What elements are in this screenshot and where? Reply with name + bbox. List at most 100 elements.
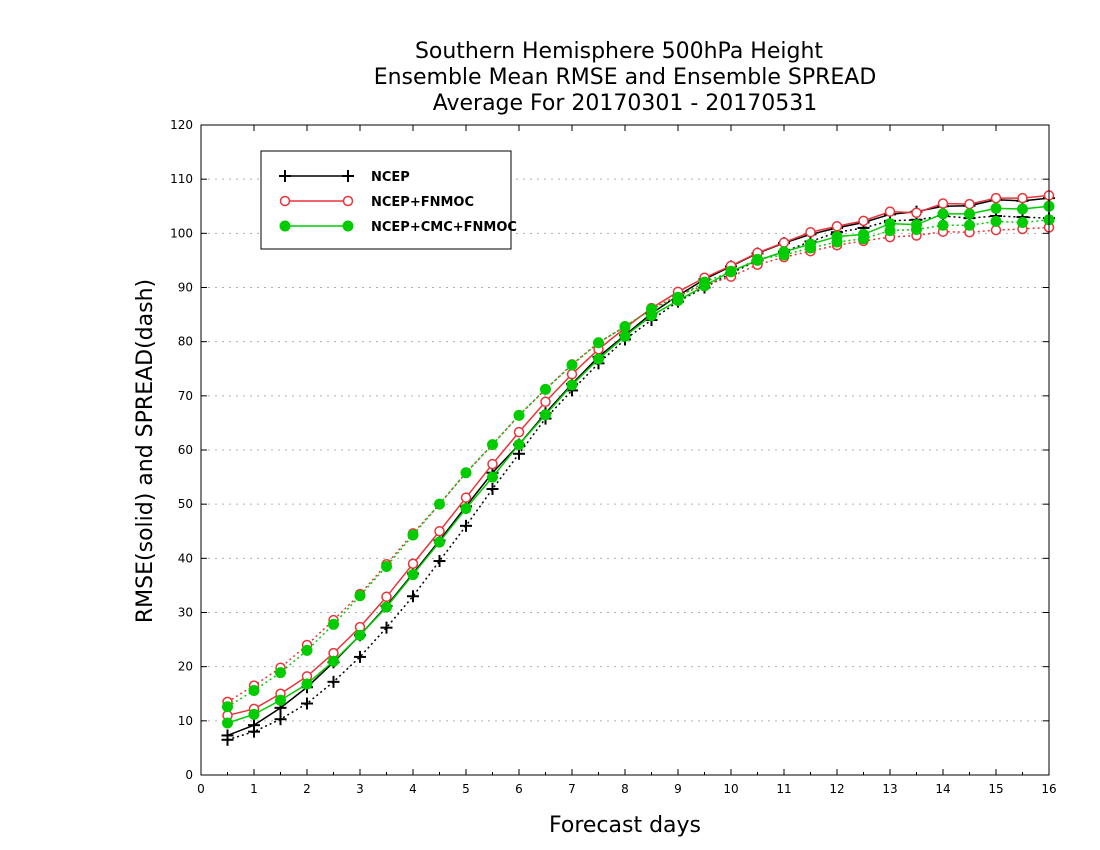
y-tick-label-3: 30 xyxy=(178,606,193,620)
y-tick-label-6: 60 xyxy=(178,443,193,457)
y-tick-label-5: 50 xyxy=(178,497,193,511)
spread-point-ncep-cmc-fnmoc-7 xyxy=(407,529,419,541)
rmse-point-ncep-fnmoc-23 xyxy=(831,221,843,232)
legend-box xyxy=(260,150,512,250)
spread-point-ncep-cmc-fnmoc-27 xyxy=(937,219,949,231)
spread-point-ncep-cmc-fnmoc-2 xyxy=(275,667,286,679)
legend-marker-right-ncep-cmc-fnmoc xyxy=(342,220,354,232)
rmse-point-ncep-fnmoc-24 xyxy=(858,215,869,227)
rmse-point-ncep-fnmoc-30 xyxy=(1017,192,1028,204)
rmse-point-ncep-fnmoc-22 xyxy=(805,227,816,238)
rmse-point-ncep-fnmoc-26 xyxy=(911,207,922,218)
x-tick-label-2: 2 xyxy=(303,782,311,796)
y-tick-label-9: 90 xyxy=(178,281,193,295)
rmse-point-ncep-cmc-fnmoc-28 xyxy=(964,208,975,220)
series-rmse-line-ncep-fnmoc xyxy=(227,194,1050,717)
spread-point-ncep-cmc-fnmoc-5 xyxy=(354,590,366,602)
rmse-point-ncep-cmc-fnmoc-27 xyxy=(937,208,949,220)
spread-point-ncep-cmc-fnmoc-12 xyxy=(540,383,551,395)
spread-point-ncep-cmc-fnmoc-29 xyxy=(990,215,1002,227)
series-spread-line-ncep-fnmoc xyxy=(227,226,1050,703)
rmse-point-ncep-cmc-fnmoc-6 xyxy=(381,601,392,613)
series-rmse-line-ncep xyxy=(227,197,1050,737)
spread-point-ncep-4 xyxy=(327,675,340,688)
rmse-point-ncep-cmc-fnmoc-14 xyxy=(593,353,604,365)
x-tick-label-14: 14 xyxy=(935,782,950,796)
legend: NCEP NCEP+FNMOC NCEP+CMC+FNMOC xyxy=(260,150,517,250)
x-tick-label-15: 15 xyxy=(988,782,1003,796)
rmse-point-ncep-fnmoc-21 xyxy=(778,237,790,248)
x-tick-label-9: 9 xyxy=(674,782,682,796)
y-tick-label-4: 40 xyxy=(178,551,193,565)
legend-marker-left-ncep-cmc-fnmoc xyxy=(279,220,291,232)
spread-point-ncep-cmc-fnmoc-10 xyxy=(487,439,498,451)
rmse-point-ncep-cmc-fnmoc-7 xyxy=(407,569,419,581)
rmse-point-ncep-cmc-fnmoc-13 xyxy=(566,379,578,391)
spread-point-ncep-2 xyxy=(274,713,287,726)
legend-marker-right-ncep-fnmoc xyxy=(342,195,354,207)
rmse-point-ncep-cmc-fnmoc-2 xyxy=(275,694,286,706)
spread-point-ncep-3 xyxy=(301,697,313,710)
x-tick-label-1: 1 xyxy=(250,782,258,796)
y-tick-label-10: 100 xyxy=(170,226,193,240)
rmse-point-ncep-cmc-fnmoc-16 xyxy=(646,310,657,322)
plot-series xyxy=(221,190,1055,746)
series-spread-line-ncep xyxy=(227,215,1050,741)
spread-point-ncep-cmc-fnmoc-3 xyxy=(301,644,313,656)
spread-point-ncep-cmc-fnmoc-6 xyxy=(381,560,392,572)
rmse-point-ncep-1 xyxy=(248,719,260,732)
rmse-point-ncep-cmc-fnmoc-20 xyxy=(752,254,763,266)
title-line-3: Average For 20170301 - 20170531 xyxy=(433,91,818,116)
legend-entry-ncep-cmc-fnmoc: NCEP+CMC+FNMOC xyxy=(279,220,517,235)
spread-point-ncep-cmc-fnmoc-4 xyxy=(328,618,339,630)
spread-point-ncep-cmc-fnmoc-28 xyxy=(964,219,975,231)
rmse-point-ncep-cmc-fnmoc-9 xyxy=(460,503,472,514)
rmse-point-ncep-cmc-fnmoc-8 xyxy=(434,536,445,548)
spread-point-ncep-cmc-fnmoc-30 xyxy=(1017,217,1028,228)
legend-marker-left-ncep-fnmoc xyxy=(279,195,291,207)
rmse-point-ncep-fnmoc-7 xyxy=(407,558,419,569)
rmse-point-ncep-cmc-fnmoc-15 xyxy=(619,330,631,342)
series-spread-line-ncep-cmc-fnmoc xyxy=(227,219,1050,708)
rmse-point-ncep-cmc-fnmoc-10 xyxy=(487,471,498,483)
legend-marker-left-ncep xyxy=(279,170,291,182)
spread-point-ncep-8 xyxy=(433,555,446,568)
x-tick-label-16: 16 xyxy=(1041,782,1056,796)
chart-title: Southern Hemisphere 500hPa Height Ensemb… xyxy=(374,39,877,116)
spread-point-ncep-cmc-fnmoc-13 xyxy=(566,359,578,371)
x-tick-label-7: 7 xyxy=(568,782,576,796)
x-tick-label-4: 4 xyxy=(409,782,417,796)
spread-point-ncep-cmc-fnmoc-0 xyxy=(222,701,233,713)
rmse-point-ncep-cmc-fnmoc-24 xyxy=(858,228,869,240)
rmse-point-ncep-fnmoc-8 xyxy=(434,526,445,537)
x-tick-label-6: 6 xyxy=(515,782,523,796)
rmse-point-ncep-fnmoc-9 xyxy=(460,492,472,503)
rmse-point-ncep-fnmoc-12 xyxy=(540,396,551,408)
rmse-point-ncep-cmc-fnmoc-30 xyxy=(1017,203,1028,215)
legend-marker-right-ncep xyxy=(342,170,354,182)
spread-point-ncep-cmc-fnmoc-11 xyxy=(513,409,525,421)
legend-entry-ncep: NCEP xyxy=(279,170,410,185)
spread-point-ncep-7 xyxy=(407,590,419,603)
grid xyxy=(201,178,1049,722)
legend-label-ncep-fnmoc: NCEP+FNMOC xyxy=(371,195,474,210)
x-tick-label-3: 3 xyxy=(356,782,364,796)
rmse-point-ncep-fnmoc-10 xyxy=(487,458,498,470)
rmse-point-ncep-fnmoc-11 xyxy=(513,426,525,438)
x-tick-label-12: 12 xyxy=(829,782,844,796)
spread-point-ncep-cmc-fnmoc-9 xyxy=(460,467,472,479)
x-tick-label-11: 11 xyxy=(776,782,791,796)
rmse-point-ncep-cmc-fnmoc-23 xyxy=(831,231,843,243)
rmse-point-ncep-fnmoc-29 xyxy=(990,192,1002,204)
spread-point-ncep-cmc-fnmoc-14 xyxy=(593,337,604,349)
rmse-point-ncep-fnmoc-13 xyxy=(566,368,578,380)
y-tick-label-0: 0 xyxy=(185,768,193,782)
y-tick-label-8: 80 xyxy=(178,335,193,349)
rmse-point-ncep-cmc-fnmoc-11 xyxy=(513,439,525,451)
rmse-point-ncep-cmc-fnmoc-3 xyxy=(301,678,313,690)
legend-label-ncep: NCEP xyxy=(371,170,410,185)
rmse-point-ncep-cmc-fnmoc-21 xyxy=(778,246,790,258)
spread-point-ncep-fnmoc-29 xyxy=(990,224,1002,236)
title-line-2: Ensemble Mean RMSE and Ensemble SPREAD xyxy=(374,65,877,90)
